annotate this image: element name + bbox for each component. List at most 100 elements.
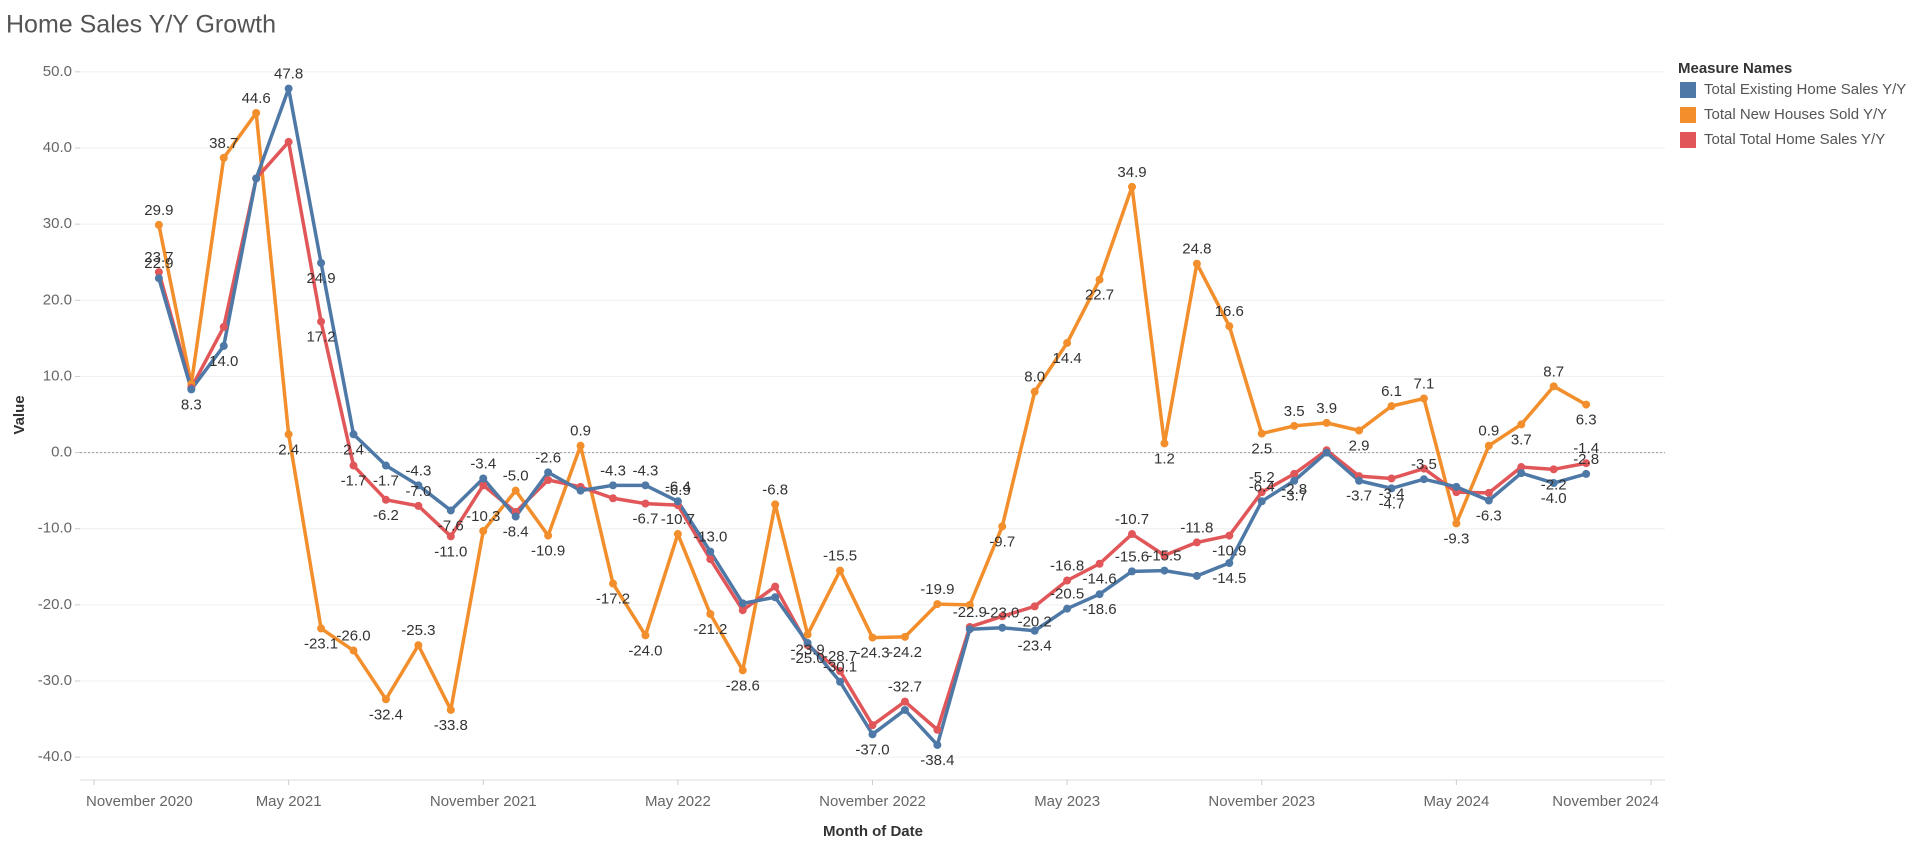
data-label: -21.2 <box>693 621 727 638</box>
data-point <box>414 641 423 650</box>
data-point <box>1549 382 1558 391</box>
data-point <box>1517 420 1526 429</box>
data-point <box>673 497 682 506</box>
data-point <box>933 725 942 734</box>
data-point <box>1387 484 1396 493</box>
data-point <box>641 631 650 640</box>
x-tick-label: May 2022 <box>645 793 711 810</box>
data-point <box>771 500 780 509</box>
data-point <box>446 705 455 714</box>
data-point <box>1355 476 1364 485</box>
data-point <box>349 461 358 470</box>
data-label: -11.8 <box>1180 519 1213 536</box>
data-point <box>868 633 877 642</box>
data-point <box>1290 469 1299 478</box>
data-label: -23.4 <box>1018 638 1052 655</box>
data-label: -24.0 <box>628 642 662 659</box>
data-point <box>1160 551 1169 560</box>
data-point <box>1484 496 1493 505</box>
data-point <box>641 481 650 490</box>
x-tick-label: May 2024 <box>1423 793 1489 810</box>
data-point <box>1419 464 1428 473</box>
data-label: -4.7 <box>1379 495 1405 512</box>
data-point <box>544 468 553 477</box>
data-point <box>609 494 617 503</box>
data-label: -32.7 <box>888 679 922 696</box>
data-label: -4.3 <box>405 462 431 479</box>
data-label: -28.6 <box>726 677 760 694</box>
data-label: -4.3 <box>633 462 659 479</box>
data-point <box>1484 488 1493 497</box>
data-point <box>965 600 974 609</box>
data-point <box>1484 441 1493 450</box>
data-label: -10.7 <box>661 511 695 528</box>
data-point <box>1517 463 1526 472</box>
data-point <box>836 667 845 676</box>
data-point <box>1549 465 1558 474</box>
legend-label: Total Total Home Sales Y/Y <box>1704 131 1885 148</box>
data-point <box>284 430 293 439</box>
legend-title: Measure Names <box>1678 60 1792 77</box>
data-label: 24.8 <box>1182 241 1211 258</box>
data-label: -24.2 <box>888 644 922 661</box>
data-point <box>706 610 715 619</box>
data-label: 8.0 <box>1024 369 1045 386</box>
data-label: -13.0 <box>693 529 727 546</box>
data-label: -26.0 <box>336 628 370 645</box>
data-point <box>1290 476 1299 485</box>
data-label: -8.4 <box>503 524 529 541</box>
data-point <box>511 512 520 521</box>
data-point <box>1160 566 1169 575</box>
data-label: -19.9 <box>920 581 954 598</box>
data-point <box>1225 322 1234 331</box>
data-point <box>1452 519 1461 528</box>
data-point <box>219 322 228 331</box>
data-point <box>349 430 358 439</box>
data-point <box>868 721 877 730</box>
data-point <box>836 566 845 575</box>
data-point <box>1387 474 1396 483</box>
data-label: -6.4 <box>665 478 691 495</box>
data-label: -2.8 <box>1281 481 1307 498</box>
data-label: 17.2 <box>306 329 335 346</box>
data-label: -5.2 <box>1249 469 1275 486</box>
y-tick-label: 50.0 <box>43 63 72 80</box>
data-point <box>1257 488 1266 497</box>
data-point <box>933 600 942 609</box>
data-point <box>1419 394 1428 403</box>
data-label: -33.8 <box>434 717 468 734</box>
data-point <box>479 474 488 483</box>
data-point <box>998 623 1007 632</box>
y-axis-label: Value <box>11 395 28 434</box>
data-label: -15.5 <box>823 548 857 565</box>
data-point <box>1128 530 1136 539</box>
x-tick-label: November 2023 <box>1208 793 1315 810</box>
data-point <box>1582 469 1591 478</box>
data-point <box>706 555 715 564</box>
data-point <box>414 501 423 510</box>
data-point <box>1160 439 1169 448</box>
data-label: -16.8 <box>1050 557 1084 574</box>
data-point <box>868 730 877 739</box>
x-tick-label: November 2022 <box>819 793 926 810</box>
data-label: 0.9 <box>1478 423 1499 440</box>
data-label: -3.5 <box>1411 456 1437 473</box>
data-point <box>673 530 682 539</box>
data-point <box>836 677 845 686</box>
data-label: -6.4 <box>1249 478 1275 495</box>
data-label: -1.7 <box>341 472 367 489</box>
data-point <box>1419 475 1428 484</box>
data-point <box>1095 559 1104 568</box>
y-tick-label: 40.0 <box>43 139 72 156</box>
data-label: -4.0 <box>1541 490 1567 507</box>
data-point <box>544 475 553 484</box>
data-label: -1.4 <box>1573 440 1599 457</box>
data-label: -37.0 <box>855 741 889 758</box>
data-label: -10.3 <box>466 508 500 525</box>
data-label: 44.6 <box>242 90 271 107</box>
data-point <box>446 532 455 541</box>
x-tick-label: May 2023 <box>1034 793 1100 810</box>
y-tick-label: 10.0 <box>43 367 72 384</box>
data-label: -6.3 <box>1476 508 1502 525</box>
